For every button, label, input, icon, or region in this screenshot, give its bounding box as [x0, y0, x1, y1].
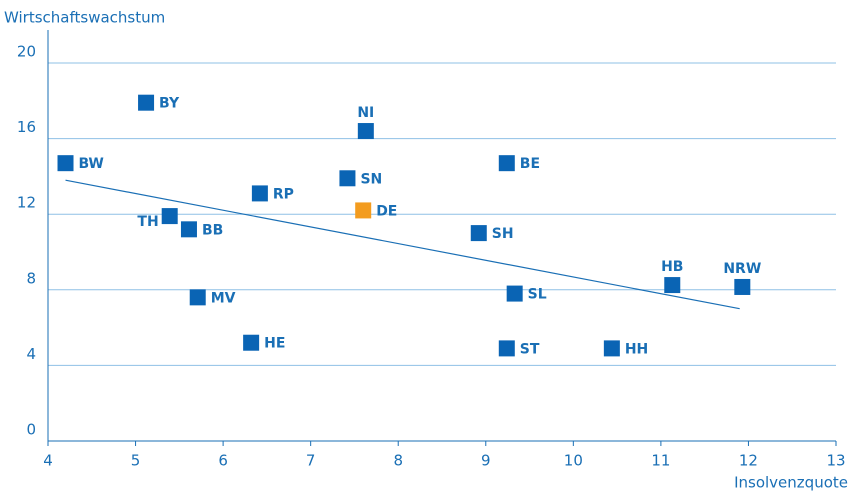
x-tick-label: 5 [131, 452, 141, 470]
point-label: TH [137, 214, 158, 230]
point-label: BE [520, 156, 540, 172]
point-label: SN [360, 171, 382, 187]
point [498, 155, 515, 172]
point [161, 208, 178, 225]
point-label: HB [661, 259, 683, 275]
x-tick-label: 9 [481, 452, 491, 470]
point-label: HH [625, 341, 648, 357]
point-label: ST [520, 341, 540, 357]
point [603, 340, 620, 357]
point [664, 277, 681, 294]
point-label: SL [528, 287, 547, 303]
point-label: NI [357, 105, 374, 121]
point [498, 340, 515, 357]
point-label: RP [273, 186, 294, 202]
y-tick-label: 4 [26, 345, 36, 363]
y-tick-label: 20 [17, 43, 36, 61]
point [138, 94, 155, 111]
point [189, 289, 206, 306]
x-tick-label: 13 [826, 452, 845, 470]
point-label: MV [211, 290, 236, 306]
point [251, 185, 268, 202]
y-tick-label: 0 [26, 421, 36, 439]
y-axis-label: Wirtschaftswachstum [4, 9, 165, 27]
x-tick-label: 7 [306, 452, 316, 470]
x-tick-label: 11 [651, 452, 670, 470]
y-tick-label: 8 [26, 269, 36, 287]
point [57, 155, 74, 172]
point-label: BB [202, 222, 223, 238]
y-tick-label: 16 [17, 118, 36, 136]
point [180, 221, 197, 238]
point-label: SH [492, 226, 514, 242]
point [243, 334, 260, 351]
x-tick-label: 12 [739, 452, 758, 470]
y-tick-label: 12 [17, 194, 36, 212]
point-label: DE [376, 203, 397, 219]
point [470, 225, 487, 242]
trend-line [65, 179, 740, 310]
point [357, 123, 374, 140]
x-axis-label: Insolvenzquote [734, 474, 848, 492]
point-label: NRW [723, 261, 761, 277]
point-label: HE [264, 336, 285, 352]
point-label: BW [79, 156, 104, 172]
point-label: BY [159, 96, 180, 112]
x-tick-label: 4 [43, 452, 53, 470]
point [734, 278, 751, 295]
x-tick-label: 10 [564, 452, 583, 470]
x-tick-label: 6 [218, 452, 228, 470]
point [506, 285, 523, 302]
point [355, 202, 372, 219]
point [339, 170, 356, 187]
x-tick-label: 8 [393, 452, 403, 470]
